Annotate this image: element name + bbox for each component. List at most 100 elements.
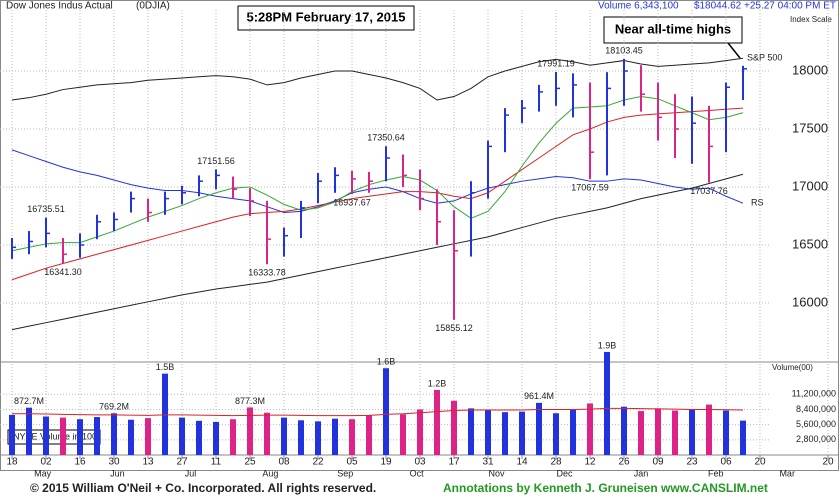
volume-bar xyxy=(111,413,117,455)
volume-value-label: 872.7M xyxy=(14,396,44,406)
volume-bar xyxy=(247,407,253,455)
volume-bar xyxy=(519,411,525,455)
x-tick-label: 20 xyxy=(754,457,766,468)
month-label: Feb xyxy=(708,468,724,478)
x-tick-label: 19 xyxy=(380,457,392,468)
volume-bar xyxy=(43,416,49,455)
y-tick-label: 16000 xyxy=(792,294,828,309)
volume-bar xyxy=(383,368,389,455)
x-tick-label: 18 xyxy=(6,457,18,468)
volume-value-label: 877.3M xyxy=(235,396,265,406)
callout: Near all-time highs xyxy=(615,21,731,36)
volume-value-label: 1.6B xyxy=(377,357,396,367)
y-tick-label: 16500 xyxy=(792,236,828,251)
volume-bar xyxy=(128,419,134,455)
symbol: (0DJIA) xyxy=(136,1,170,12)
x-tick-label: 02 xyxy=(40,457,52,468)
price-annotation: 17991.19 xyxy=(537,58,575,68)
volume-value-label: 961.4M xyxy=(524,391,554,401)
volume-box-text: NYSE Volume in 100 xyxy=(13,431,97,441)
month-label: Sep xyxy=(337,468,353,478)
rs-line xyxy=(11,149,744,214)
month-label: Oct xyxy=(410,468,425,478)
month-label: Jul xyxy=(185,468,197,478)
volume-bar xyxy=(638,411,644,455)
y-tick-label: 17000 xyxy=(792,178,828,193)
volume-bar xyxy=(536,402,542,455)
volume-bar xyxy=(9,414,15,455)
volume-bar xyxy=(417,409,423,455)
month-label: Mar xyxy=(779,468,795,478)
x-tick-label: 27 xyxy=(176,457,188,468)
volume-bar xyxy=(196,420,202,455)
volume-bar xyxy=(621,406,627,455)
x-tick-label: 09 xyxy=(652,457,664,468)
price-annotation: 16341.30 xyxy=(44,267,82,277)
volume-bar xyxy=(723,410,729,455)
volume-bar xyxy=(451,400,457,455)
sp500-label: S&P 500 xyxy=(747,53,782,63)
month-label: Aug xyxy=(262,468,278,478)
volume-bar xyxy=(553,413,559,455)
volume-bar xyxy=(655,408,661,455)
month-label: Nov xyxy=(488,468,505,478)
callout-arrow xyxy=(727,42,741,59)
x-tick-label: 28 xyxy=(550,457,562,468)
moving-average xyxy=(11,107,744,281)
x-tick-label: 30 xyxy=(108,457,120,468)
volume-bar xyxy=(60,417,66,455)
volume-bar xyxy=(400,414,406,455)
volume-ma-line xyxy=(12,407,744,417)
y-tick-label: 18000 xyxy=(792,62,828,77)
volume-label: Volume(00) xyxy=(772,363,813,372)
volume-bar xyxy=(587,403,593,455)
volume-bar xyxy=(179,417,185,455)
volume-value-label: 1.5B xyxy=(156,362,175,372)
price-annotation: 16735.51 xyxy=(27,204,65,214)
volume-bar xyxy=(502,412,508,455)
volume-bar xyxy=(706,404,712,455)
volume-value-label: 1.9B xyxy=(598,340,617,350)
price-annotation: 17151.56 xyxy=(197,156,235,166)
price-annotation: 16937.67 xyxy=(333,198,371,208)
volume-bar xyxy=(230,419,236,455)
volume-bar xyxy=(315,421,321,455)
sp500-line xyxy=(11,57,744,101)
month-label: May xyxy=(34,468,52,478)
volume-bar xyxy=(213,421,219,455)
quote-text: $18044.62 +25.27 04:00 PM ET xyxy=(694,1,836,12)
price-annotation: 16333.78 xyxy=(248,268,286,278)
x-tick-label: 11 xyxy=(211,457,222,468)
volume-bar xyxy=(689,409,695,455)
rs-label: RS xyxy=(751,198,764,208)
volume-tick-label: 2,800,000 xyxy=(796,434,836,444)
volume-value-label: 1.2B xyxy=(428,378,447,388)
moving-average xyxy=(11,96,744,252)
x-tick-label: 25 xyxy=(244,457,256,468)
x-tick-label: 23 xyxy=(686,457,698,468)
price-annotation: 18103.45 xyxy=(605,45,643,55)
volume-bar xyxy=(570,409,576,455)
volume-bar xyxy=(332,418,338,455)
volume-bar xyxy=(162,373,168,455)
month-label: Jun xyxy=(110,468,125,478)
volume-bar xyxy=(264,412,270,455)
volume-bar xyxy=(94,417,100,455)
volume-bar xyxy=(26,407,32,455)
price-annotation: 17350.64 xyxy=(367,133,405,143)
volume-bar xyxy=(145,418,151,455)
volume-bar xyxy=(281,417,287,455)
x-tick-label: 05 xyxy=(346,457,358,468)
volume-bar xyxy=(604,351,610,455)
x-tick-label: 03 xyxy=(414,457,426,468)
chart-title: Dow Jones Indus Actual xyxy=(6,1,113,12)
volume-bar xyxy=(434,389,440,455)
x-tick-label: 13 xyxy=(142,457,154,468)
volume-bar xyxy=(298,420,304,455)
volume-value-label: 769.2M xyxy=(99,402,129,412)
volume-bar xyxy=(485,409,491,455)
volume-bar xyxy=(672,410,678,455)
price-annotation: 17037.76 xyxy=(690,186,728,196)
x-tick-label: 20 xyxy=(822,457,834,468)
